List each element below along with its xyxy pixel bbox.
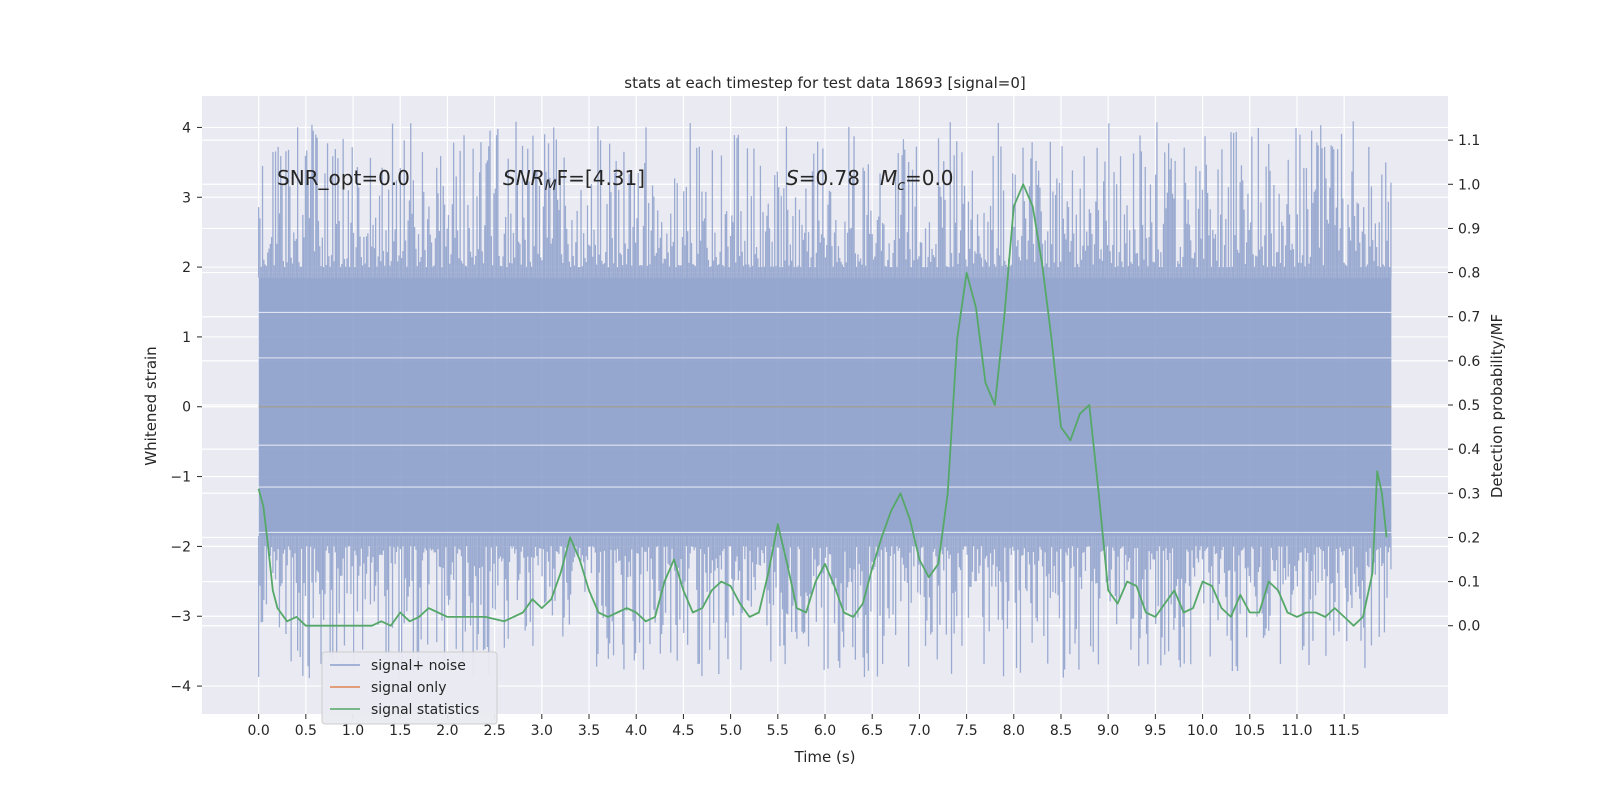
x-tick-label: 1.5 [389,723,411,739]
y-left-tick-label: −1 [170,470,191,486]
y-right-tick-label: 0.1 [1458,575,1480,591]
y-right-tick-label: 0.5 [1458,398,1480,414]
series-signal-statistics [257,183,1388,627]
x-tick-label: 9.5 [1144,723,1166,739]
y-left-tick-label: 0 [182,400,191,416]
y-right-tick-label: 0.2 [1458,530,1480,546]
x-tick-label: 4.5 [672,723,694,739]
annotation-snr-mf-rest: F=[4.31] [557,166,645,190]
y-axis-left-label: Whitened strain [142,346,160,465]
annotation-mc-rest: =0.0 [905,166,954,190]
x-tick-label: 8.5 [1050,723,1072,739]
x-tick-label: 10.0 [1187,723,1218,739]
annotation-mc: Mc=0.0 [880,166,954,194]
legend-label-signal-statistics: signal statistics [371,702,479,718]
y-right-tick-label: 0.6 [1458,354,1480,370]
y-right-tick-label: 0.4 [1458,442,1480,458]
annotation-s-rest: =0.78 [799,166,860,190]
x-tick-label: 6.5 [861,723,883,739]
x-tick-label: 2.0 [436,723,458,739]
legend-box [321,651,498,725]
x-tick-label: 3.5 [578,723,600,739]
x-axis-label: Time (s) [794,748,856,766]
annotation-s: S=0.78 [786,166,860,190]
x-tick-label: 1.0 [342,723,364,739]
x-tick-label: 8.0 [1003,723,1025,739]
y-left-tick-label: −2 [170,539,191,555]
x-axis-ticks: 0.0 0.5 1.0 1.5 2.0 2.5 3.0 3.5 4.0 4.5 5.0 5.5 6.0 6… [248,714,1360,739]
y-left-tick-label: −3 [170,609,191,625]
x-tick-label: 11.5 [1329,723,1360,739]
x-tick-label: 5.5 [767,723,789,739]
x-tick-label: 0.0 [248,723,270,739]
y-right-tick-label: 1.1 [1458,133,1480,149]
x-tick-label: 5.0 [719,723,741,739]
x-tick-label: 7.5 [955,723,977,739]
annotation-s-main: S [786,166,799,190]
x-tick-label: 11.0 [1281,723,1312,739]
legend-label-signal-noise: signal+ noise [371,658,466,674]
y-right-tick-label: 0.7 [1458,310,1480,326]
annotation-snr-mf-sub: M [545,178,557,194]
x-tick-label: 9.0 [1097,723,1119,739]
annotation-snr-mf-main: SNR [503,166,545,190]
y-right-tick-label: 0.0 [1458,619,1480,635]
annotation-snr-opt: SNR_opt=0.0 [277,166,410,190]
annotation-snr-mf: SNRMF=[4.31] [503,166,645,194]
y-right-tick-label: 1.0 [1458,177,1480,193]
x-tick-label: 2.5 [483,723,505,739]
x-tick-label: 6.0 [814,723,836,739]
y-left-tick-label: 3 [182,190,191,206]
legend-label-signal-only: signal only [371,680,446,696]
y-axis-right-label: Detection probability/MF [1488,314,1506,498]
y-right-tick-label: 0.3 [1458,486,1480,502]
x-tick-label: 0.5 [295,723,317,739]
annotation-mc-sub: c [897,178,905,194]
annotation-mc-main: M [880,166,897,190]
x-tick-label: 3.0 [531,723,553,739]
chart-title: stats at each timestep for test data 186… [624,74,1025,92]
y-left-tick-label: 4 [182,120,191,136]
y-left-tick-label: −4 [170,679,191,695]
legend: signal+ noise signal only signal statist… [321,651,498,725]
x-tick-label: 4.0 [625,723,647,739]
x-tick-label: 7.0 [908,723,930,739]
y-axis-left-ticks: −4 −3 −2 −1 0 1 2 3 4 [170,120,202,695]
y-axis-right-ticks: 0.0 0.1 0.2 0.3 0.4 0.5 0.6 0.7 0.8 0.9 1.0 1.1 [1448,133,1480,635]
signal-statistics-line [257,183,1388,627]
x-tick-label: 10.5 [1234,723,1265,739]
y-left-tick-label: 2 [182,260,191,276]
y-right-tick-label: 0.9 [1458,221,1480,237]
y-right-tick-label: 0.8 [1458,266,1480,282]
y-left-tick-label: 1 [182,330,191,346]
